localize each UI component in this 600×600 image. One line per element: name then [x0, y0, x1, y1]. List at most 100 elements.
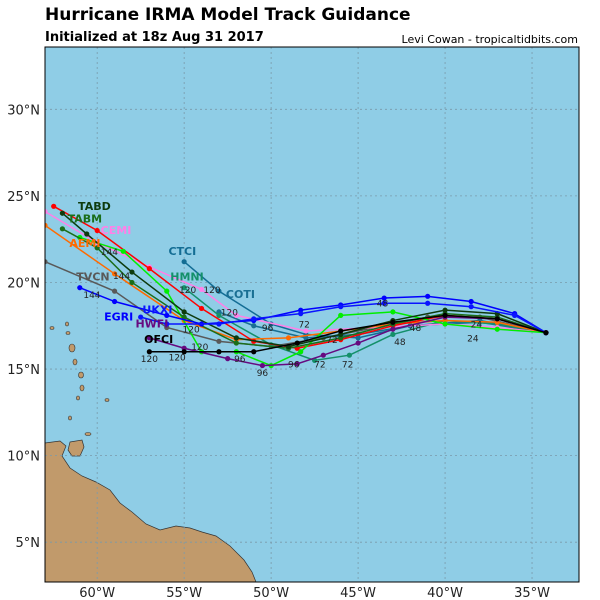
forecast-hour-label: 48 — [410, 324, 422, 334]
track-point — [138, 314, 144, 320]
track-point — [303, 328, 309, 334]
track-point — [111, 288, 118, 294]
track-point — [146, 349, 152, 355]
track-point — [298, 349, 304, 355]
track-point — [45, 208, 48, 215]
forecast-hour-label: 144 — [101, 248, 118, 258]
track-ofci — [146, 312, 549, 355]
track-point — [164, 288, 170, 294]
forecast-hour-label: 120 — [203, 286, 220, 296]
model-label: TABD — [78, 200, 111, 213]
model-label: AEMI — [69, 237, 100, 250]
lon-tick-label: 50°W — [253, 586, 289, 600]
track-point — [442, 312, 448, 318]
track-point — [164, 321, 170, 327]
forecast-hour-label: 120 — [221, 308, 238, 318]
forecast-hour-label: 96 — [288, 360, 300, 370]
lat-tick-label: 15°N — [7, 363, 40, 378]
track-point — [84, 231, 90, 237]
track-point — [512, 312, 518, 318]
track-line — [79, 236, 547, 367]
forecast-hour-label: 120 — [141, 355, 158, 365]
track-point — [181, 314, 187, 320]
track-point — [181, 285, 187, 291]
track-point — [543, 330, 549, 336]
lat-tick-label: 30°N — [7, 103, 40, 118]
track-point — [442, 321, 448, 327]
track-point — [111, 271, 118, 277]
forecast-hour-label: 72 — [326, 336, 337, 346]
land-south-america — [45, 321, 257, 582]
track-point — [425, 293, 431, 299]
track-point — [129, 269, 135, 275]
track-point — [129, 279, 135, 286]
model-label: EGRI — [104, 311, 133, 324]
model-label: CEMI — [101, 224, 132, 237]
track-point — [320, 352, 326, 358]
forecast-hour-label: 48 — [377, 300, 389, 310]
track-point — [494, 326, 500, 332]
track-point — [390, 331, 396, 338]
forecast-hour-label: 72 — [298, 320, 309, 330]
model-label: TABM — [68, 212, 103, 225]
ocean — [45, 47, 579, 582]
track-point — [181, 349, 187, 355]
lon-tick-label: 60°W — [79, 586, 115, 600]
graticule — [45, 47, 579, 582]
track-point — [45, 222, 48, 228]
track-point — [346, 352, 352, 358]
forecast-hour-label: 72 — [314, 360, 325, 370]
forecast-hour-label: 144 — [113, 272, 130, 282]
lat-tick-label: 10°N — [7, 450, 40, 465]
axis-labels: 60°W 55°W 50°W 45°W 40°W 35°W 30°N 25°N 20°N 15°N… — [7, 103, 550, 600]
track-point — [51, 203, 57, 209]
track-point — [216, 288, 222, 294]
model-label: HWFI — [135, 317, 168, 330]
forecast-hour-label: 120 — [183, 326, 200, 336]
track-point — [216, 321, 222, 327]
track-point — [390, 309, 396, 315]
track-point — [181, 309, 187, 315]
forecast-hour-label: 120 — [179, 286, 196, 296]
track-point — [120, 248, 126, 254]
model-label: TVCN — [76, 271, 109, 284]
lon-tick-label: 40°W — [427, 586, 463, 600]
track-point — [425, 300, 431, 306]
track-point — [251, 316, 257, 322]
model-label: HMNI — [170, 271, 203, 284]
track-point — [59, 210, 65, 216]
track-point — [216, 312, 222, 318]
track-point — [338, 312, 344, 318]
track-point — [198, 286, 205, 292]
map-title: Hurricane IRMA Model Track Guidance — [45, 5, 411, 25]
model-label: UKXI — [142, 304, 172, 317]
track-point — [468, 298, 474, 305]
track-point — [146, 266, 152, 272]
map-frame — [44, 46, 580, 583]
model-label: CTCI — [168, 245, 196, 258]
init-time: Initialized at 18z Aug 31 2017 — [45, 30, 264, 45]
lat-tick-label: 20°N — [7, 276, 40, 291]
track-point — [381, 300, 387, 306]
credit: Levi Cowan - tropicaltidbits.com — [401, 33, 578, 46]
track-point — [111, 298, 118, 305]
forecast-hour-label: 24 — [467, 334, 479, 344]
track-point — [390, 319, 396, 325]
track-point — [216, 349, 222, 355]
model-label: OFCI — [144, 333, 173, 346]
track-point — [494, 316, 500, 322]
track-point — [198, 305, 205, 312]
track-point — [216, 338, 222, 344]
track-point — [94, 227, 100, 234]
track-line — [45, 210, 547, 334]
track-point — [390, 326, 396, 332]
track-point — [338, 304, 344, 310]
track-point — [355, 340, 361, 346]
track-point — [45, 259, 48, 265]
track-point — [164, 312, 170, 318]
track-point — [233, 312, 239, 318]
track-point — [146, 335, 152, 341]
forecast-hour-label: 120 — [191, 343, 208, 353]
forecast-hour-label: 96 — [262, 324, 274, 334]
